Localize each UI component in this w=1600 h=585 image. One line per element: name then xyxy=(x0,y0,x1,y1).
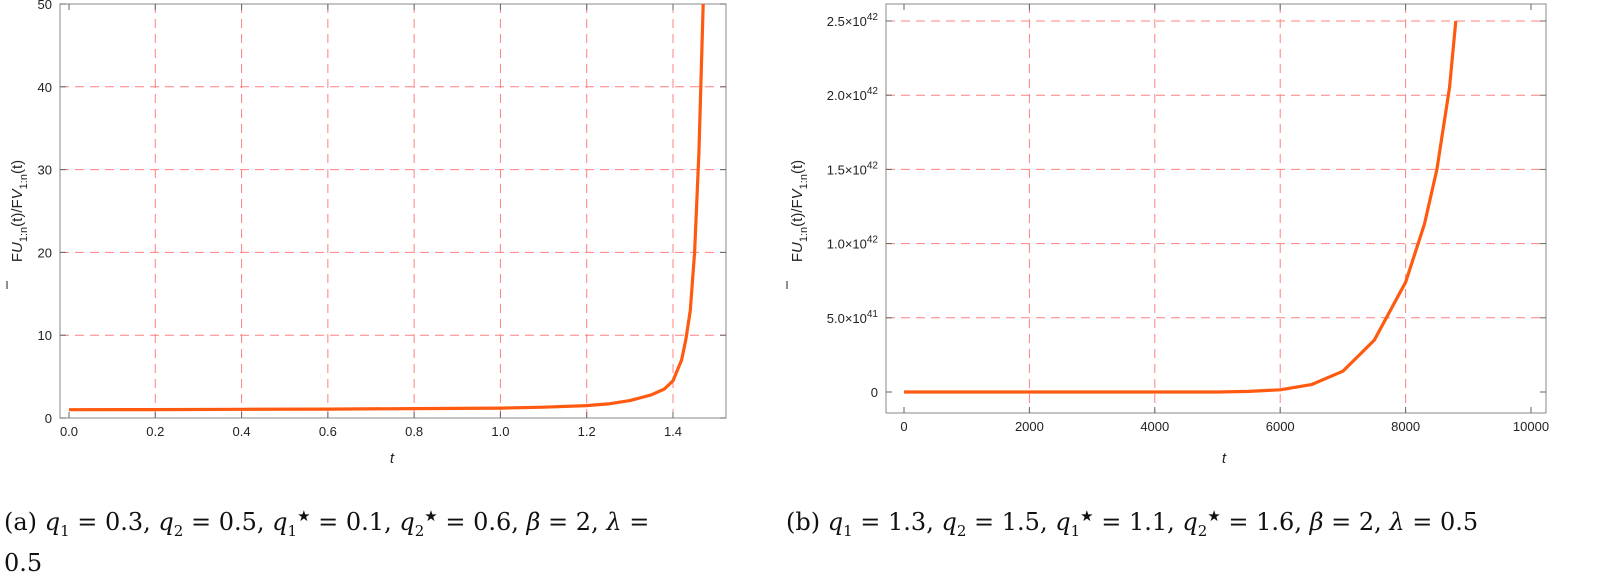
y-tick-label: 50 xyxy=(38,0,52,12)
caption-a-beta: 2 xyxy=(575,508,592,536)
caption-a-eq: = xyxy=(629,508,650,536)
plot-frame xyxy=(885,3,1547,414)
y-tick-label: 30 xyxy=(38,163,52,178)
x-tick-label: 8000 xyxy=(1391,419,1420,434)
x-tick-label: 1.4 xyxy=(664,424,682,439)
y-tick-label: 10 xyxy=(38,328,52,343)
y-axis-label-part: 1:n xyxy=(18,174,30,189)
y-axis-label-part: U xyxy=(9,242,26,253)
x-tick-label: 0.2 xyxy=(146,424,164,439)
y-tick-label: 40 xyxy=(38,80,52,95)
caption-a-q2: 0.5 xyxy=(218,508,257,536)
x-tick-label: 1.0 xyxy=(491,424,509,439)
y-tick-label: 5.0×1041 xyxy=(827,309,879,326)
y-tick-label: 1.0×1042 xyxy=(827,235,879,252)
x-tick-label: 0.4 xyxy=(233,424,251,439)
x-tick-label: 1.2 xyxy=(578,424,596,439)
caption-b-q2: 1.5 xyxy=(1001,508,1040,536)
y-tick-label: 20 xyxy=(38,245,52,260)
y-axis-label: FU1:n(t)/FV1:n(t) xyxy=(9,160,30,262)
x-tick-label: 4000 xyxy=(1140,419,1169,434)
caption-b-beta: 2 xyxy=(1358,508,1375,536)
x-axis-label: t xyxy=(390,450,395,467)
x-axis-label: t xyxy=(1222,450,1227,467)
y-axis-label-part: (t)/ xyxy=(789,208,806,227)
x-tick-label: 6000 xyxy=(1266,419,1295,434)
y-axis-label-part: F xyxy=(789,199,806,208)
y-axis-label-part: (t) xyxy=(789,160,806,174)
y-axis-label-part: U xyxy=(789,242,806,253)
y-axis-label-part: F xyxy=(9,199,26,208)
series-line xyxy=(68,3,705,412)
y-tick-label: 0 xyxy=(871,385,878,400)
y-axis-label-part: V xyxy=(9,187,26,199)
x-tick-label: 0.0 xyxy=(60,424,78,439)
y-tick-exponent: 42 xyxy=(867,12,879,23)
y-axis-label-part: (t) xyxy=(9,160,26,174)
y-axis-label-part: F xyxy=(9,253,26,262)
y-axis-label-part: 1:n xyxy=(798,227,810,242)
caption-a: (a) q1 = 0.3, q2 = 0.5, q1★ = 0.1, q2★ =… xyxy=(4,507,650,577)
y-tick-label: 2.5×1042 xyxy=(827,12,879,29)
y-axis-label-part: F xyxy=(789,253,806,262)
y-tick-label: 0 xyxy=(45,411,52,426)
x-tick-label: 0 xyxy=(900,419,907,434)
caption-a-q1star: 0.1 xyxy=(345,508,385,536)
x-tick-label: 0.8 xyxy=(405,424,423,439)
y-tick-exponent: 41 xyxy=(867,309,879,320)
caption-a-q1: 0.3 xyxy=(104,508,144,536)
y-tick-label: 1.5×1042 xyxy=(827,160,879,177)
x-tick-label: 0.6 xyxy=(319,424,337,439)
caption-b-q1star: 1.1 xyxy=(1128,508,1168,536)
caption-b: (b) q1 = 1.3, q2 = 1.5, q1★ = 1.1, q2★ =… xyxy=(786,507,1479,540)
y-axis-label-part: V xyxy=(789,187,806,199)
y-axis-label-part: (t)/ xyxy=(9,208,26,227)
y-tick-exponent: 42 xyxy=(867,86,879,97)
caption-a-lambda: 0.5 xyxy=(4,548,43,577)
y-axis-label-part: 1:n xyxy=(798,174,810,189)
caption-a-tag: (a) xyxy=(4,508,38,536)
chart-a: 0.0 0.2 0.4 0.6 0.8 1.0 1.2 1.401020304050tFU1:… xyxy=(6,0,727,467)
caption-b-q1: 1.3 xyxy=(888,508,927,536)
y-axis-label: FU1:n(t)/FV1:n(t) xyxy=(789,160,810,262)
y-tick-exponent: 42 xyxy=(867,235,879,246)
caption-b-q2star: 1.6 xyxy=(1256,508,1295,536)
plot-frame xyxy=(59,3,727,419)
caption-b-tag: (b) xyxy=(786,508,821,536)
x-tick-label: 2000 xyxy=(1015,419,1044,434)
y-tick-exponent: 42 xyxy=(867,160,879,171)
series-line xyxy=(904,20,1458,394)
caption-b-lambda: 0.5 xyxy=(1439,508,1479,536)
y-tick-label: 2.0×1042 xyxy=(827,86,879,103)
caption-a-q2star: 0.6 xyxy=(473,508,512,536)
chart-b: 0 2000 4000 6000 8000 10000 0 5.0×1041 1.0×1042 1… xyxy=(786,3,1549,467)
y-axis-label-part: 1:n xyxy=(18,227,30,242)
x-tick-label: 10000 xyxy=(1513,419,1549,434)
